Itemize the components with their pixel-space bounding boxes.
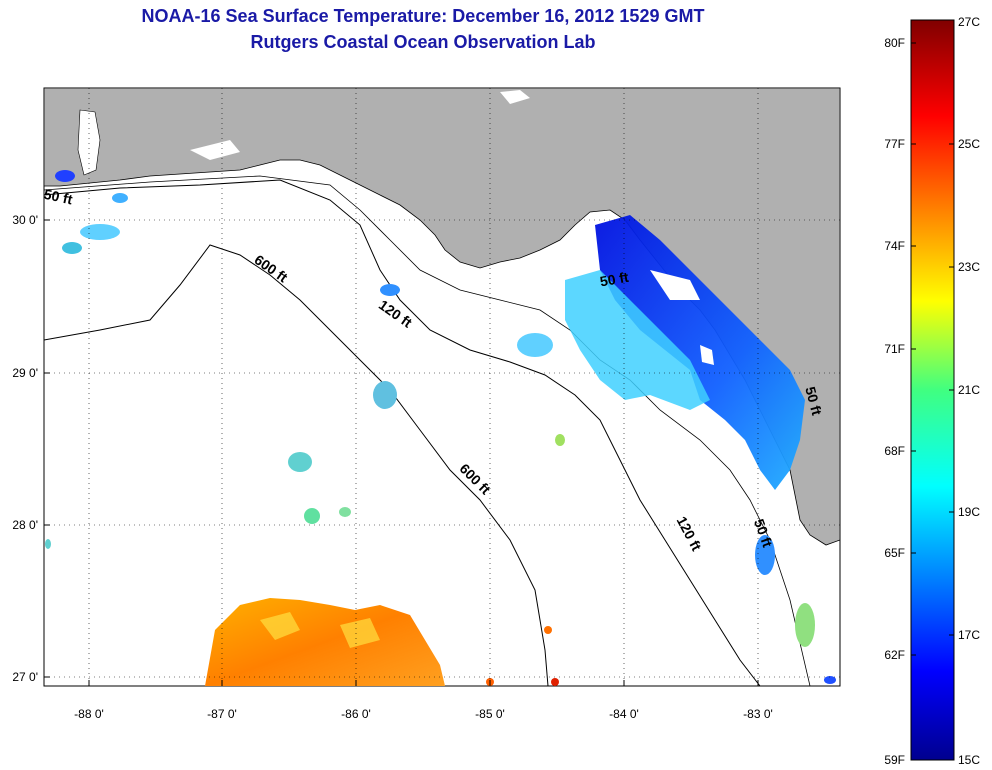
colorbar-c-label: 15C xyxy=(958,753,980,767)
colorbar-f-label: 59F xyxy=(884,753,905,767)
lon-tick-label: -83 0' xyxy=(743,707,773,721)
colorbar-c-label: 21C xyxy=(958,383,980,397)
colorbar-f-label: 80F xyxy=(884,36,905,50)
colorbar-f-label: 62F xyxy=(884,648,905,662)
lon-tick-label: -84 0' xyxy=(609,707,639,721)
lon-tick-label: -85 0' xyxy=(475,707,505,721)
lon-tick-label: -88 0' xyxy=(74,707,104,721)
warm-patch-highlight xyxy=(260,612,380,648)
colorbar-c-label: 17C xyxy=(958,628,980,642)
colorbar-f-label: 68F xyxy=(884,444,905,458)
colorbar-f-label: 65F xyxy=(884,546,905,560)
lat-tick-label: 27 0' xyxy=(12,670,38,684)
contour-600ft xyxy=(44,244,549,686)
inland-lake xyxy=(500,90,530,104)
colorbar-f-label: 71F xyxy=(884,342,905,356)
colorbar xyxy=(910,19,955,761)
colorbar-f-label: 74F xyxy=(884,239,905,253)
colorbar-c-ticks xyxy=(949,143,954,636)
cold-water-patch xyxy=(595,215,805,490)
colorbar-f-label: 77F xyxy=(884,137,905,151)
colorbar-c-label: 25C xyxy=(958,137,980,151)
warm-speck-2 xyxy=(551,678,559,686)
colorbar-c-label: 19C xyxy=(958,505,980,519)
contour-label: 50 ft xyxy=(599,269,630,290)
cloud-gap-1 xyxy=(650,270,700,300)
lat-tick-label: 28 0' xyxy=(12,518,38,532)
axis-ticks xyxy=(44,219,759,686)
pensacola-bay xyxy=(190,140,240,160)
lat-tick-label: 30 0' xyxy=(12,213,38,227)
colorbar-c-label: 27C xyxy=(958,15,980,29)
mobile-bay xyxy=(77,109,101,176)
map-title: NOAA-16 Sea Surface Temperature: Decembe… xyxy=(141,6,705,26)
contour-label: 50 ft xyxy=(42,186,74,208)
contour-label: 50 ft xyxy=(802,385,825,417)
lon-tick-label: -87 0' xyxy=(207,707,237,721)
lat-tick-label: 29 0' xyxy=(12,366,38,380)
lon-tick-label: -86 0' xyxy=(341,707,371,721)
warm-speck-3 xyxy=(544,626,552,634)
map-subtitle: Rutgers Coastal Ocean Observation Lab xyxy=(250,32,596,52)
cyan-shelf-patch xyxy=(565,270,710,410)
colorbar-c-label: 23C xyxy=(958,260,980,274)
contour-50ft xyxy=(44,175,811,686)
contour-120ft xyxy=(44,179,761,686)
colorbar-f-ticks xyxy=(911,42,916,656)
cloud-gap-2 xyxy=(700,345,714,365)
small-sst-patches xyxy=(45,170,836,684)
